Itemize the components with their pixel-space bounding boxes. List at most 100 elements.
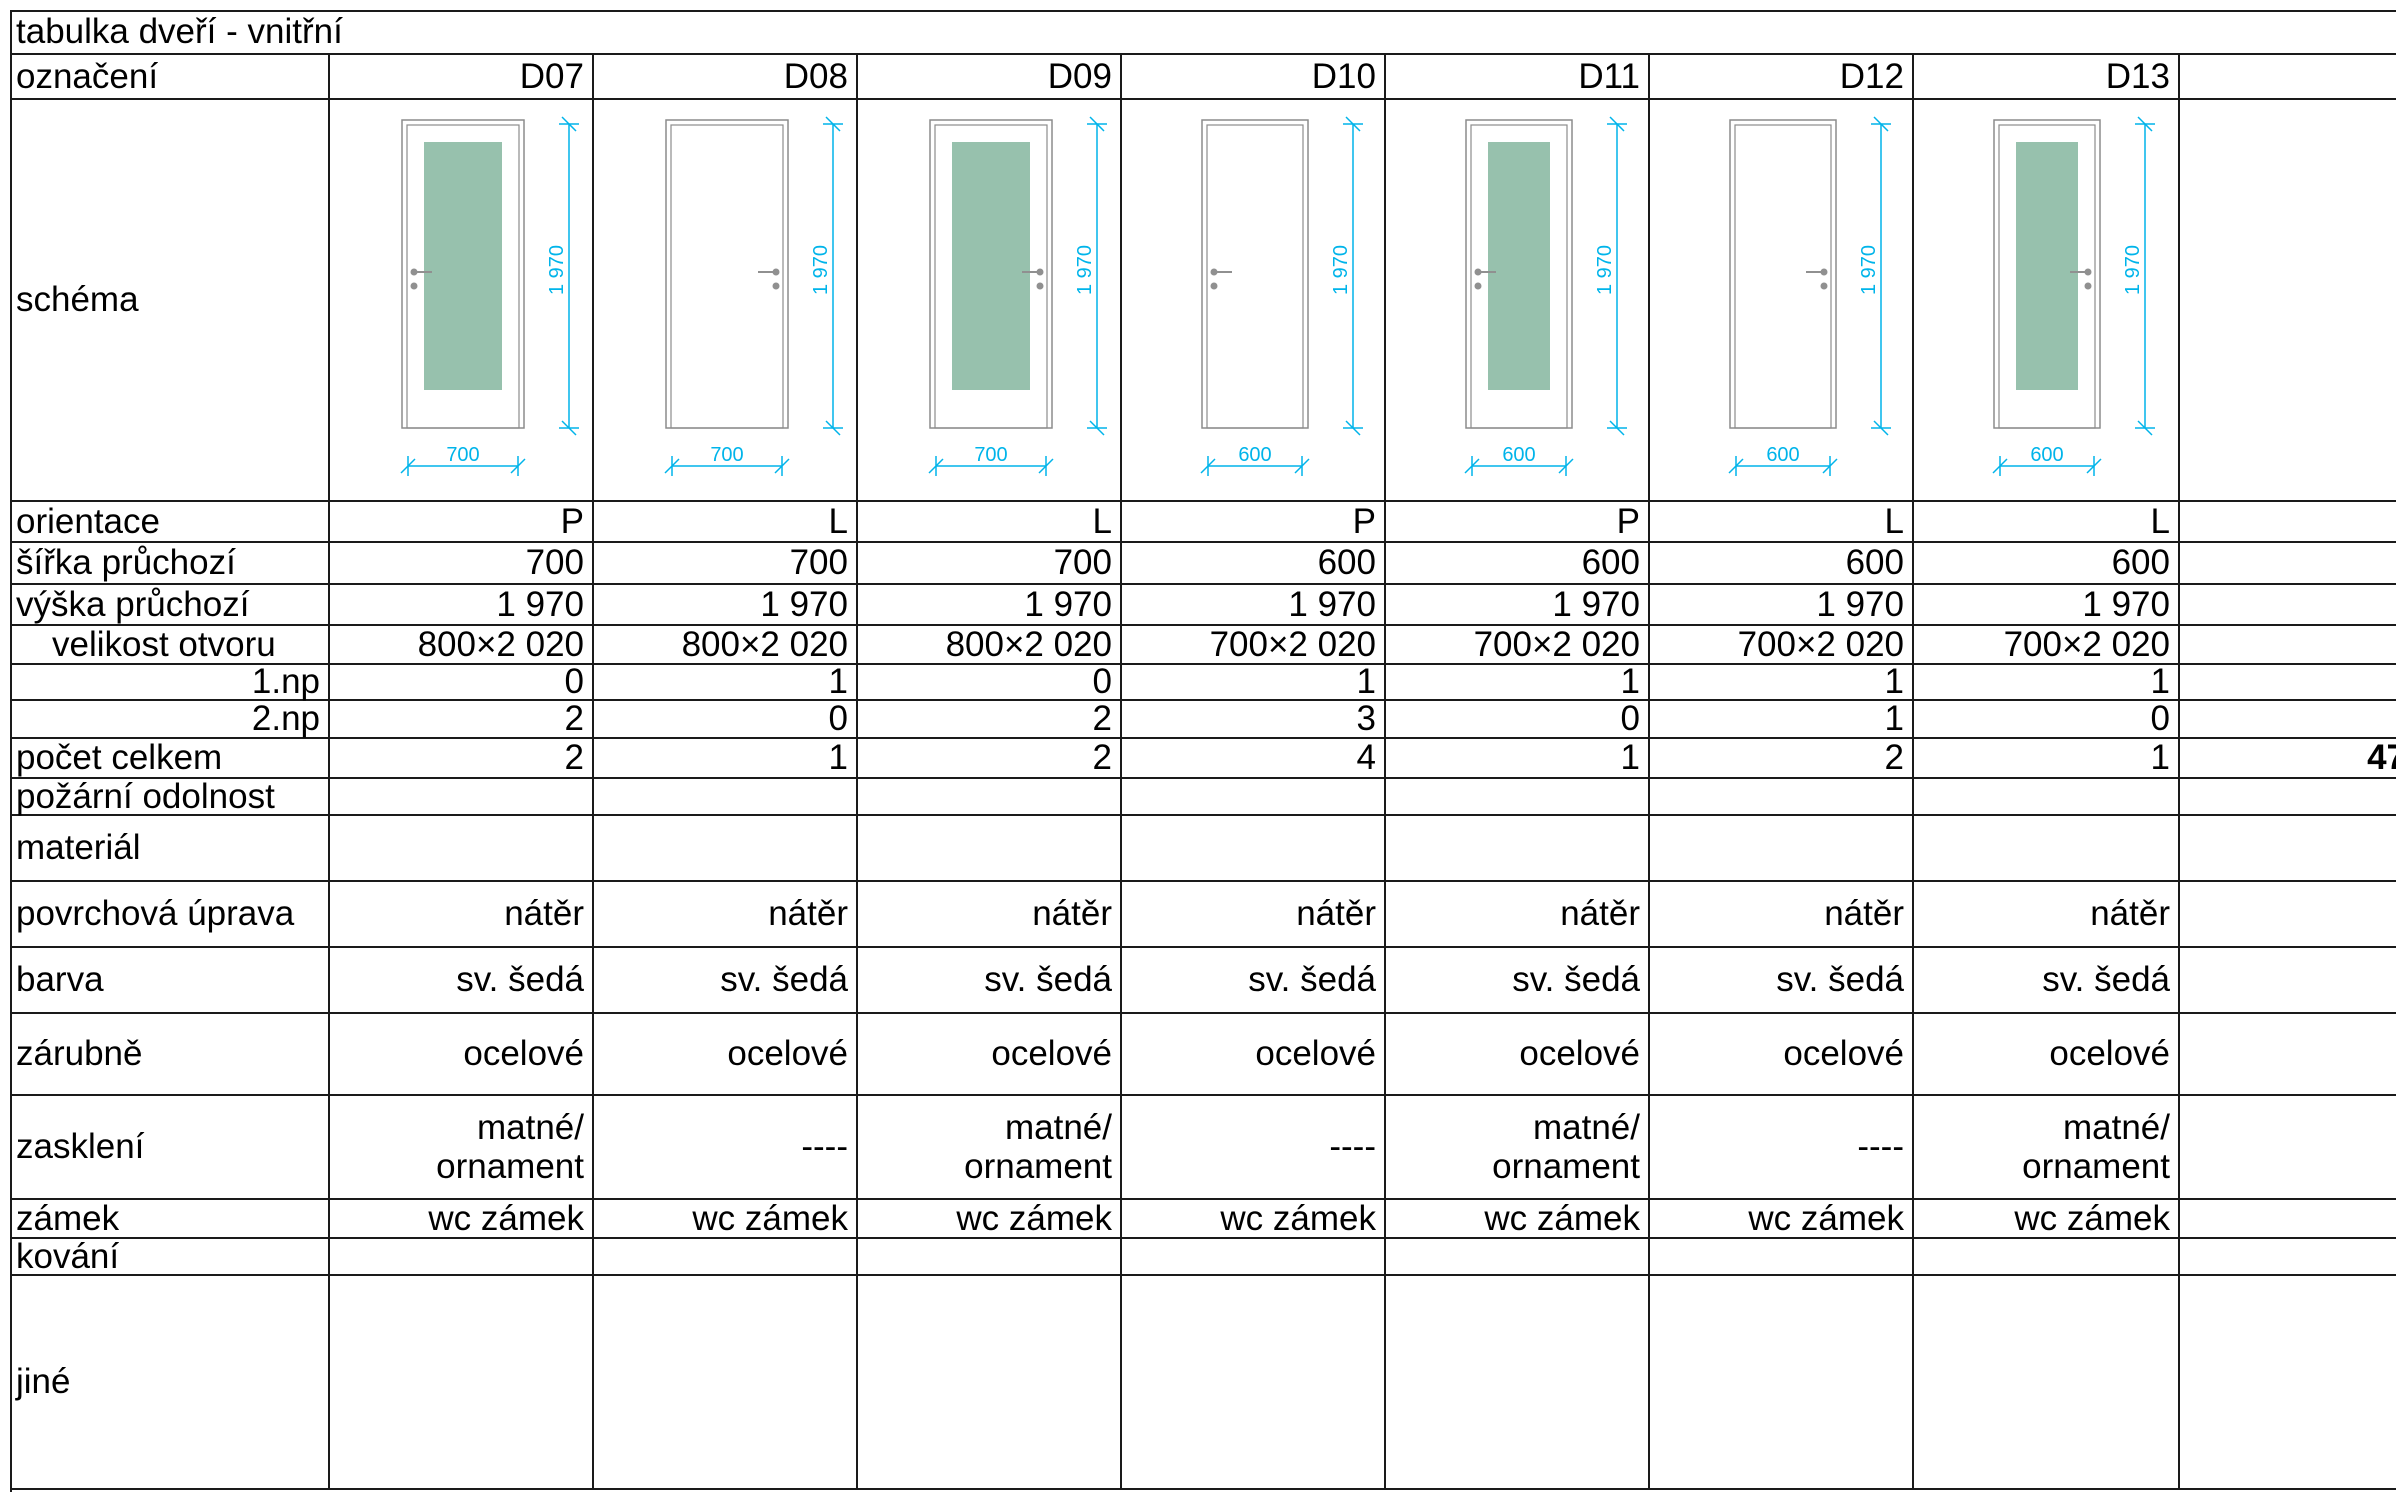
cell-pocet-d09: 2 — [858, 738, 1122, 779]
cell-kovani-d10 — [1122, 1239, 1386, 1276]
cell-zaskleni-d08: ---- — [594, 1096, 858, 1200]
cell-pocet-extra: 47 — [2180, 738, 2396, 779]
door-code-d13: D13 — [1914, 55, 2180, 100]
door-lock-icon — [1036, 282, 1044, 290]
cell-np2-d10: 3 — [1122, 699, 1386, 739]
cell-np1-d07: 0 — [330, 662, 594, 701]
cell-vyska-d10: 1 970 — [1122, 585, 1386, 626]
row-label-material: materiál — [10, 816, 330, 882]
schema-cell-d08: 1 970 700 — [594, 100, 858, 502]
row-label-zaskleni: zasklení — [10, 1096, 330, 1200]
row-label-barva: barva — [10, 948, 330, 1014]
door-code-d07: D07 — [330, 55, 594, 100]
cell-zaskleni-d12: ---- — [1650, 1096, 1914, 1200]
height-dimension-slash-bottom — [1345, 420, 1361, 436]
door-handle-rose — [2084, 268, 2092, 276]
cell-pocet-d11: 1 — [1386, 738, 1650, 779]
cell-zarubne-d10: ocelové — [1122, 1014, 1386, 1096]
cell-pozarni-d12 — [1650, 779, 1914, 816]
cell-otvor-d12: 700×2 020 — [1650, 625, 1914, 665]
schema-cell-d07: 1 970 700 — [330, 100, 594, 502]
cell-kovani-extra — [2180, 1239, 2396, 1276]
row-label-sirka: šířka průchozí — [10, 543, 330, 585]
cell-kovani-d13 — [1914, 1239, 2180, 1276]
cell-zamek-d09: wc zámek — [858, 1199, 1122, 1239]
cell-line: matné/ — [2063, 1107, 2170, 1147]
cell-line: ornament — [436, 1147, 584, 1186]
cell-povrch-d11: nátěr — [1386, 882, 1650, 948]
height-dimension-label: 1 970 — [1330, 245, 1352, 295]
cell-np2-d09: 2 — [858, 699, 1122, 739]
width-dimension-slash-left — [1728, 458, 1744, 474]
door-lock-icon — [772, 282, 780, 290]
cell-zaskleni-extra — [2180, 1096, 2396, 1200]
cell-zarubne-d08: ocelové — [594, 1014, 858, 1096]
cell-kovani-d09 — [858, 1239, 1122, 1276]
width-dimension-label: 700 — [710, 444, 743, 466]
door-code-d11: D11 — [1386, 55, 1650, 100]
width-dimension-slash-left — [1464, 458, 1480, 474]
height-dimension-label: 1 970 — [810, 245, 832, 295]
cell-np1-d13: 1 — [1914, 662, 2180, 701]
cell-orientace-d08: L — [594, 502, 858, 543]
cell-np2-extra — [2180, 701, 2396, 739]
cell-pozarni-d13 — [1914, 779, 2180, 816]
door-drawing: 1 970 700 — [400, 116, 579, 476]
cell-vyska-d12: 1 970 — [1650, 585, 1914, 626]
cell-sirka-d09: 700 — [858, 543, 1122, 585]
door-leaf-outline — [1206, 124, 1304, 429]
door-handle-rose — [1474, 268, 1482, 276]
cell-sirka-d13: 600 — [1914, 543, 2180, 585]
row-label-kovani: kování — [10, 1237, 330, 1276]
height-dimension-label: 1 970 — [1594, 245, 1616, 295]
schema-cell-d13: 1 970 600 — [1914, 100, 2180, 502]
door-code-d12: D12 — [1650, 55, 1914, 100]
cell-pozarni-extra — [2180, 779, 2396, 816]
cell-orientace-d09: L — [858, 502, 1122, 543]
door-code-d10: D10 — [1122, 55, 1386, 100]
width-dimension-slash-right — [510, 458, 526, 474]
width-dimension-slash-right — [1822, 458, 1838, 474]
height-dimension-slash-top — [1873, 116, 1889, 132]
cell-np1-d09: 0 — [858, 662, 1122, 701]
width-dimension-slash-left — [928, 458, 944, 474]
cell-zaskleni-d10: ---- — [1122, 1096, 1386, 1200]
cell-pocet-d08: 1 — [594, 738, 858, 779]
door-lock-icon — [1474, 282, 1482, 290]
cell-kovani-d07 — [330, 1239, 594, 1276]
door-drawing: 1 970 600 — [1200, 116, 1363, 476]
cell-np1-extra — [2180, 665, 2396, 701]
cell-zaskleni-d09: matné/ornament — [858, 1096, 1122, 1200]
cell-barva-d08: sv. šedá — [594, 948, 858, 1014]
height-dimension-slash-bottom — [2137, 420, 2153, 436]
door-code-d08: D08 — [594, 55, 858, 100]
door-frame-outer — [1729, 119, 1837, 429]
cell-pozarni-d11 — [1386, 779, 1650, 816]
cell-vyska-extra — [2180, 585, 2396, 626]
cell-sirka-d07: 700 — [330, 543, 594, 585]
schema-cell-d11: 1 970 600 — [1386, 100, 1650, 502]
row-label-povrch: povrchová úprava — [10, 882, 330, 948]
cell-pocet-d13: 1 — [1914, 738, 2180, 779]
cell-sirka-d11: 600 — [1386, 543, 1650, 585]
width-dimension-slash-left — [664, 458, 680, 474]
cell-material-d13 — [1914, 816, 2180, 882]
door-lock-icon — [1210, 282, 1218, 290]
cell-sirka-d12: 600 — [1650, 543, 1914, 585]
door-glass-panel — [2016, 142, 2078, 390]
cell-np2-d13: 0 — [1914, 699, 2180, 739]
cell-otvor-d08: 800×2 020 — [594, 625, 858, 665]
height-dimension-slash-bottom — [561, 420, 577, 436]
cell-kovani-d12 — [1650, 1239, 1914, 1276]
cell-povrch-d13: nátěr — [1914, 882, 2180, 948]
cell-otvor-d09: 800×2 020 — [858, 625, 1122, 665]
cell-barva-d09: sv. šedá — [858, 948, 1122, 1014]
door-leaf-outline — [406, 124, 520, 429]
cell-vyska-d13: 1 970 — [1914, 585, 2180, 626]
width-dimension-label: 600 — [1238, 444, 1271, 466]
cell-barva-d11: sv. šedá — [1386, 948, 1650, 1014]
cell-jine-extra — [2180, 1276, 2396, 1490]
header-extra-cell — [2180, 55, 2396, 100]
cell-np1-d08: 1 — [594, 662, 858, 701]
